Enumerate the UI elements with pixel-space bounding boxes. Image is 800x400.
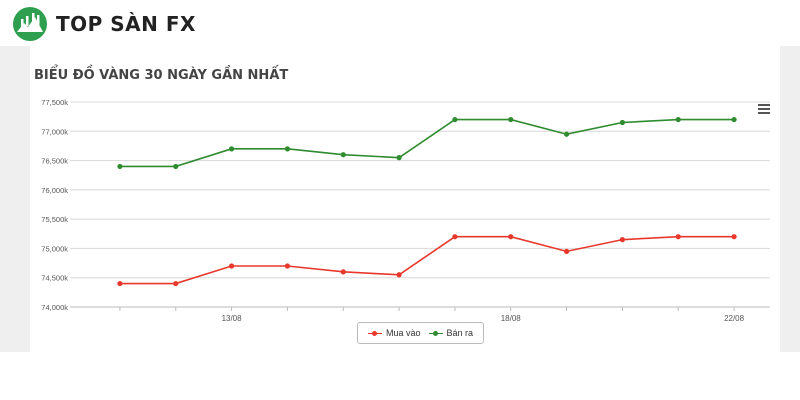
data-point-sell xyxy=(396,155,402,161)
series-line-sell xyxy=(119,118,735,168)
x-tick-label: 13/08 xyxy=(222,314,243,322)
y-tick-label: 76,500k xyxy=(41,157,68,166)
legend-label-buy: Mua vào xyxy=(386,328,421,338)
y-tick-label: 75,000k xyxy=(41,244,68,253)
data-point-buy xyxy=(340,269,346,275)
data-point-sell xyxy=(508,116,514,123)
data-point-buy xyxy=(563,248,570,254)
data-point-sell xyxy=(340,152,346,158)
data-point-buy xyxy=(284,263,291,269)
y-tick-label: 77,000k xyxy=(41,127,68,136)
data-point-sell xyxy=(117,163,123,170)
legend-label-sell: Bán ra xyxy=(446,328,474,338)
data-point-sell xyxy=(731,116,737,123)
data-point-sell xyxy=(452,116,458,123)
legend-item-buy[interactable]: Mua vào xyxy=(368,328,421,338)
data-point-buy xyxy=(619,237,626,243)
chart-menu-icon[interactable] xyxy=(758,104,770,114)
legend-symbol-buy xyxy=(368,329,382,337)
y-tick-label: 75,500k xyxy=(41,215,68,224)
chart-panel: BIỂU ĐỒ VÀNG 30 NGÀY GẦN NHẤT 74,000k 74,… xyxy=(0,46,800,352)
chart-title: BIỂU ĐỒ VÀNG 30 NGÀY GẦN NHẤT xyxy=(34,68,289,83)
data-point-buy xyxy=(173,280,179,287)
x-tick-label: 22/08 xyxy=(724,314,745,322)
site-logo[interactable]: TOP SÀN FX xyxy=(12,6,196,42)
data-point-buy xyxy=(508,234,514,240)
data-point-buy xyxy=(117,280,123,287)
data-point-buy xyxy=(675,234,681,240)
data-point-sell xyxy=(284,146,291,152)
data-point-buy xyxy=(731,234,737,240)
y-tick-label: 74,000k xyxy=(41,303,68,312)
chart-card: BIỂU ĐỒ VÀNG 30 NGÀY GẦN NHẤT 74,000k 74,… xyxy=(30,46,780,352)
y-tick-label: 74,500k xyxy=(41,274,68,283)
legend-symbol-sell xyxy=(428,329,443,337)
x-tick-label: 18/08 xyxy=(501,314,522,322)
data-point-buy xyxy=(228,263,235,269)
series-line-buy xyxy=(119,235,735,285)
data-point-buy xyxy=(396,272,402,278)
data-point-sell xyxy=(228,146,235,152)
data-point-sell xyxy=(675,116,681,123)
data-point-buy xyxy=(452,234,458,240)
y-tick-label: 77,500k xyxy=(41,98,68,107)
data-point-sell xyxy=(173,163,179,170)
brand-name: TOP SÀN FX xyxy=(56,12,196,36)
gold-price-line-chart: 74,000k 74,500k 75,000k 75,500k 76,000k 76,50… xyxy=(41,98,770,322)
bull-logo-icon xyxy=(13,7,47,41)
legend-item-sell[interactable]: Bán ra xyxy=(428,328,474,338)
chart-legend: Mua vào Bán ra xyxy=(357,322,485,344)
data-point-sell xyxy=(619,119,626,126)
y-tick-label: 76,000k xyxy=(41,186,68,195)
data-point-sell xyxy=(563,131,570,137)
